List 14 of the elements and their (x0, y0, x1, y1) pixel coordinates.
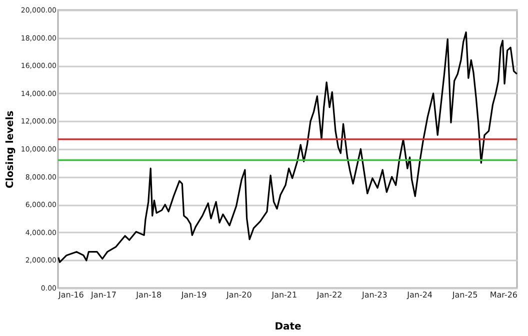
x-tick-label: Mar-26 (490, 290, 518, 300)
x-tick-label: Jan-19 (180, 290, 207, 300)
x-tick-label: Jan-16 (58, 290, 84, 300)
x-tick-label: Jan-20 (225, 290, 252, 300)
x-tick-label: Jan-21 (270, 290, 298, 300)
x-tick-label: Jan-24 (406, 290, 433, 300)
x-tick-label: Jan-17 (90, 290, 116, 300)
line-series (58, 31, 518, 263)
x-tick-label: Jan-23 (360, 290, 388, 300)
x-tick-label: Jan-18 (135, 290, 162, 300)
y-axis-title: Closing levels (4, 110, 16, 188)
x-tick-label: Jan-22 (316, 290, 342, 300)
x-axis-title: Date (274, 322, 302, 332)
x-tick-label: Jan-25 (451, 290, 478, 300)
